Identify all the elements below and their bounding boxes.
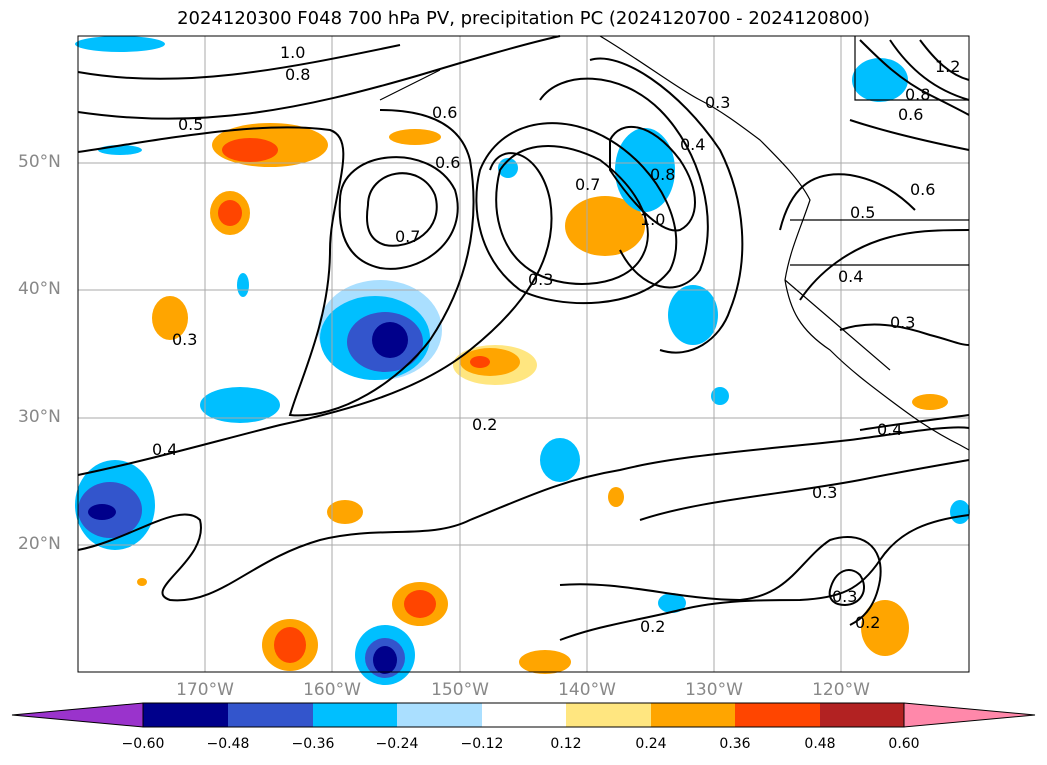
colorbar-tick: −0.48	[206, 736, 250, 752]
lat-label-20n: 20°N	[18, 534, 61, 554]
contour-label: 0.4	[838, 267, 863, 286]
contour-label: 0.7	[575, 175, 600, 194]
contour-label: 0.3	[890, 313, 915, 332]
contour-label: 0.8	[285, 65, 310, 84]
lon-label-140w: 140°W	[558, 680, 616, 700]
contour-label: 0.8	[650, 165, 675, 184]
contour-label: 0.4	[680, 135, 705, 154]
colorbar-under-extension	[11, 702, 144, 728]
colorbar-tick: −0.60	[121, 736, 165, 752]
contour-label: 1.0	[640, 210, 665, 229]
contour-label: 0.6	[435, 153, 460, 172]
contour-label: 0.5	[178, 115, 203, 134]
contour-label: 0.6	[910, 180, 935, 199]
map-title: 2024120300 F048 700 hPa PV, precipitatio…	[177, 8, 870, 29]
colorbar-bin	[313, 703, 397, 727]
colorbar-tick: 0.24	[635, 736, 667, 752]
contour-label: 0.4	[152, 440, 177, 459]
colorbar-bin	[735, 703, 820, 727]
contour-label: 0.5	[850, 203, 875, 222]
contour-label: 0.7	[395, 227, 420, 246]
lon-label-130w: 130°W	[685, 680, 743, 700]
contour-label: 0.3	[812, 483, 837, 502]
contour-label: 0.3	[705, 93, 730, 112]
contour-label: 1.0	[280, 43, 305, 62]
colorbar-tick: −0.24	[375, 736, 419, 752]
colorbar-tick: 0.48	[804, 736, 836, 752]
contour-label: 0.6	[898, 105, 923, 124]
lon-label-160w: 160°W	[303, 680, 361, 700]
contour-label: 0.2	[472, 415, 497, 434]
contour-label: 1.2	[935, 57, 960, 76]
colorbar-tick: 0.12	[550, 736, 582, 752]
colorbar-tick: 0.36	[719, 736, 751, 752]
contour-label: 0.3	[172, 330, 197, 349]
colorbar-over-extension	[903, 702, 1036, 728]
colorbar-bin	[397, 703, 482, 727]
pv-contours	[77, 35, 970, 641]
colorbar-bin	[820, 703, 904, 727]
lon-label-150w: 150°W	[431, 680, 489, 700]
contour-label: 0.2	[640, 617, 665, 636]
colorbar-bin	[482, 703, 566, 727]
contour-label: 0.4	[877, 420, 902, 439]
colorbar-bin	[143, 703, 228, 727]
lat-label-40n: 40°N	[18, 279, 61, 299]
lon-label-170w: 170°W	[176, 680, 234, 700]
lat-label-50n: 50°N	[18, 152, 61, 172]
contour-label: 0.6	[432, 103, 457, 122]
colorbar	[11, 702, 1036, 728]
colorbar-bin	[566, 703, 651, 727]
colorbar-tick: −0.12	[460, 736, 504, 752]
contour-label: 0.3	[528, 270, 553, 289]
lon-label-120w: 120°W	[812, 680, 870, 700]
contour-label: 0.3	[832, 587, 857, 606]
coastlines	[379, 35, 970, 451]
colorbar-tick: −0.36	[291, 736, 335, 752]
lat-label-30n: 30°N	[18, 407, 61, 427]
colorbar-bin	[651, 703, 735, 727]
colorbar-bin	[228, 703, 313, 727]
graticule	[78, 36, 969, 672]
precip-shading	[75, 36, 970, 685]
contour-label: 0.2	[855, 613, 880, 632]
contour-label: 0.8	[905, 85, 930, 104]
colorbar-tick: 0.60	[888, 736, 920, 752]
